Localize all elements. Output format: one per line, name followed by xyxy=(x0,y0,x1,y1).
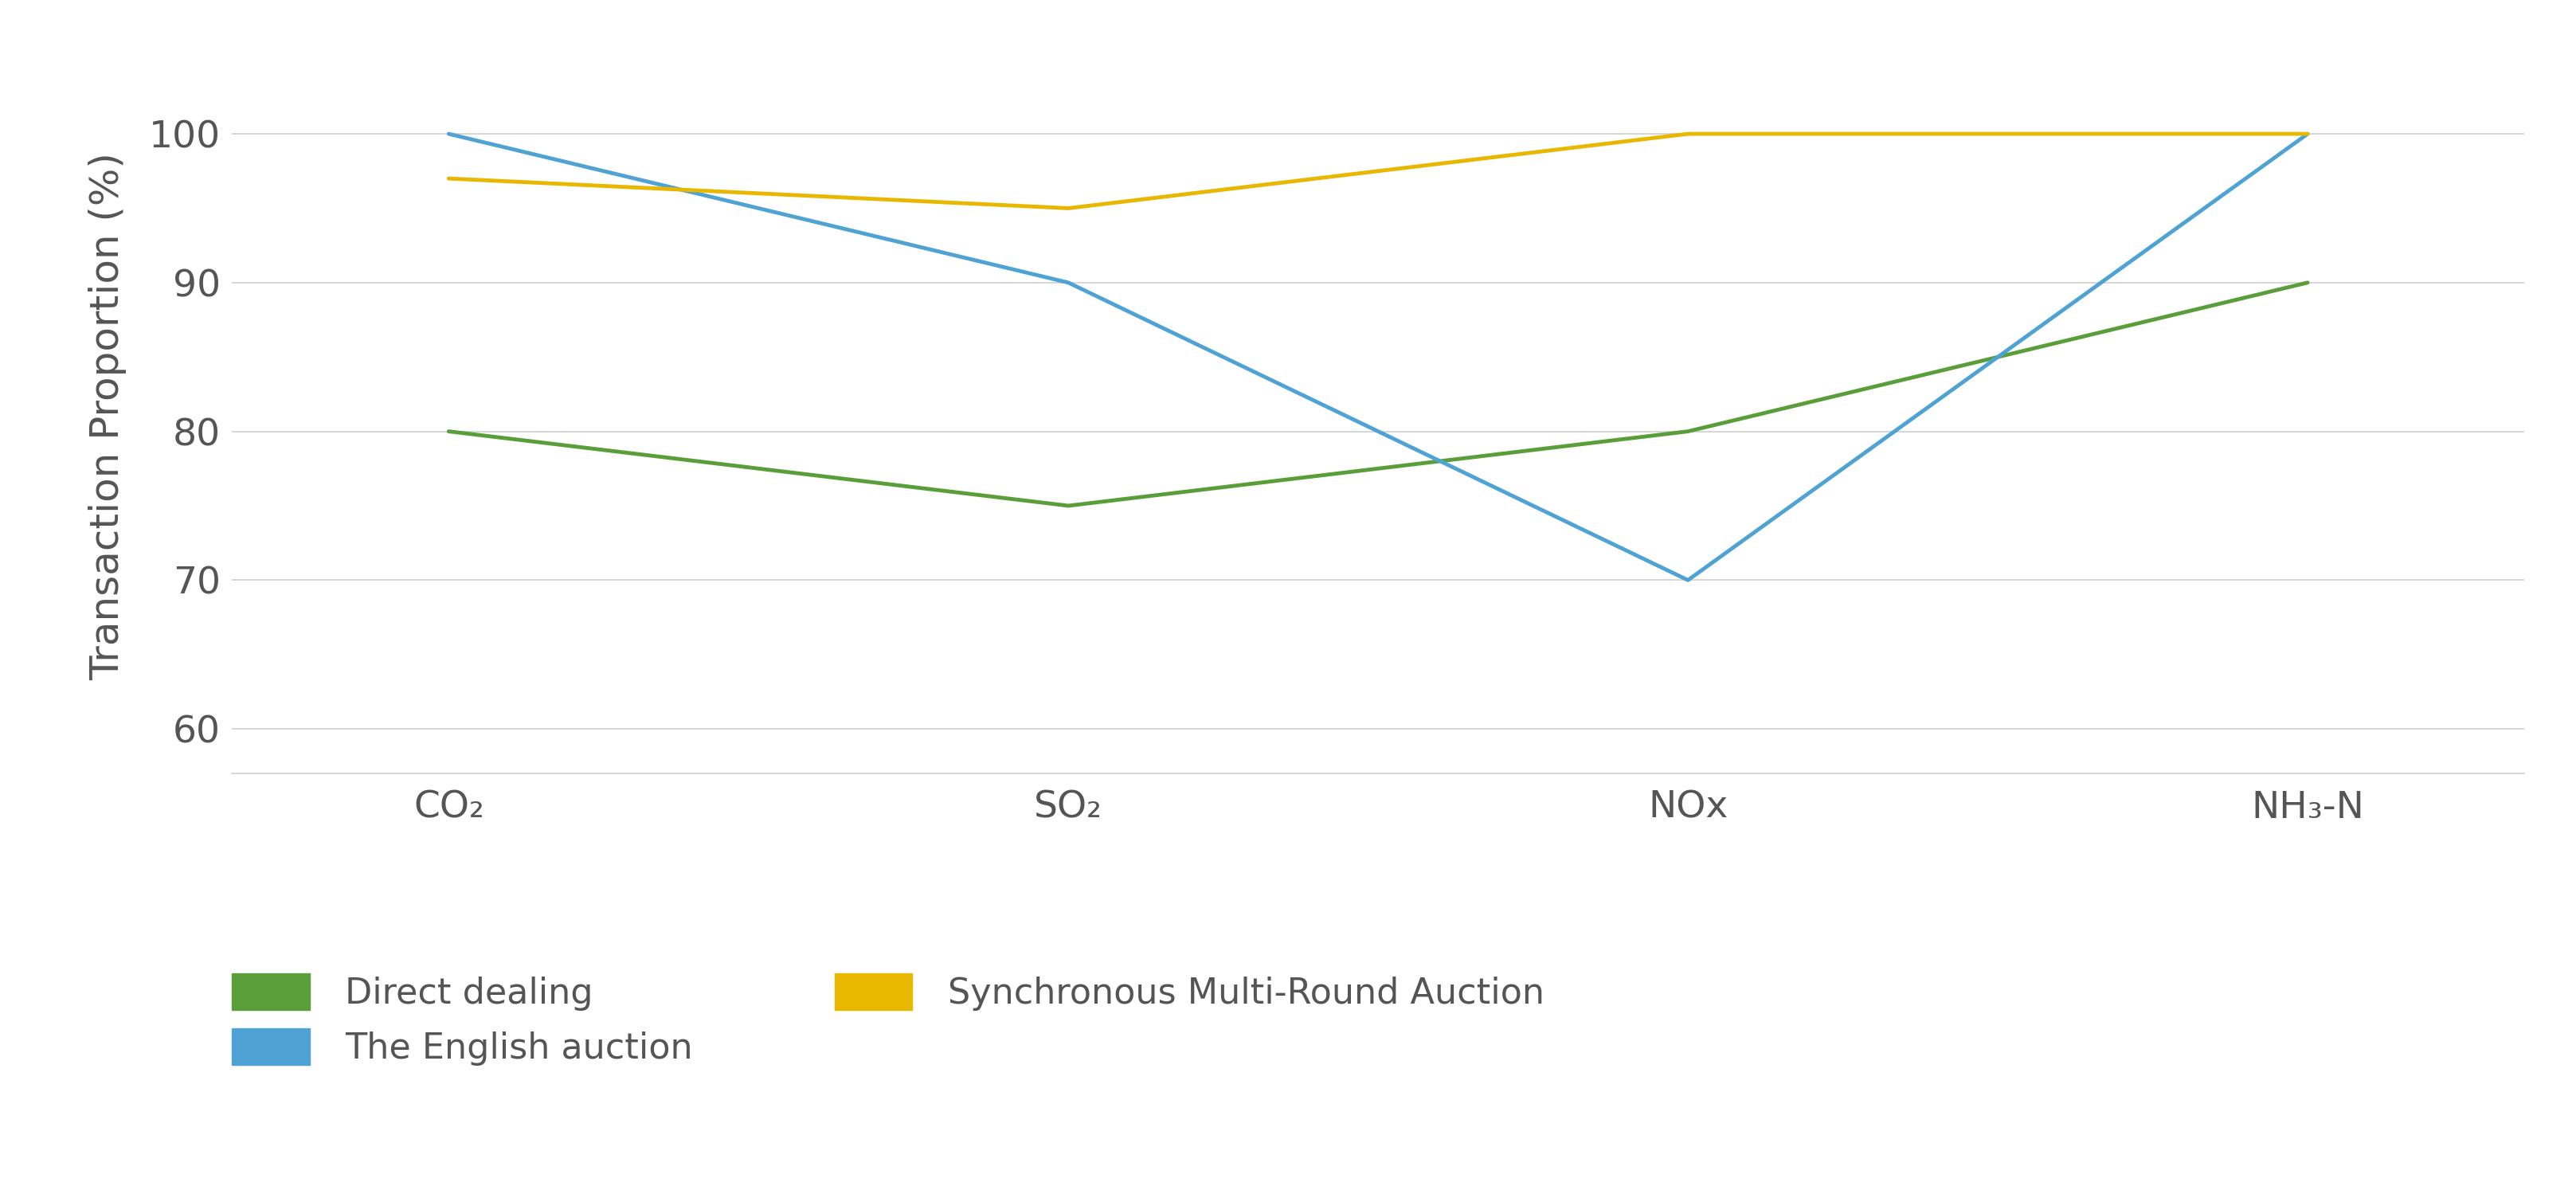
Y-axis label: Transaction Proportion (%): Transaction Proportion (%) xyxy=(88,152,126,681)
Legend: Direct dealing, The English auction, Synchronous Multi-Round Auction: Direct dealing, The English auction, Syn… xyxy=(232,973,1546,1065)
